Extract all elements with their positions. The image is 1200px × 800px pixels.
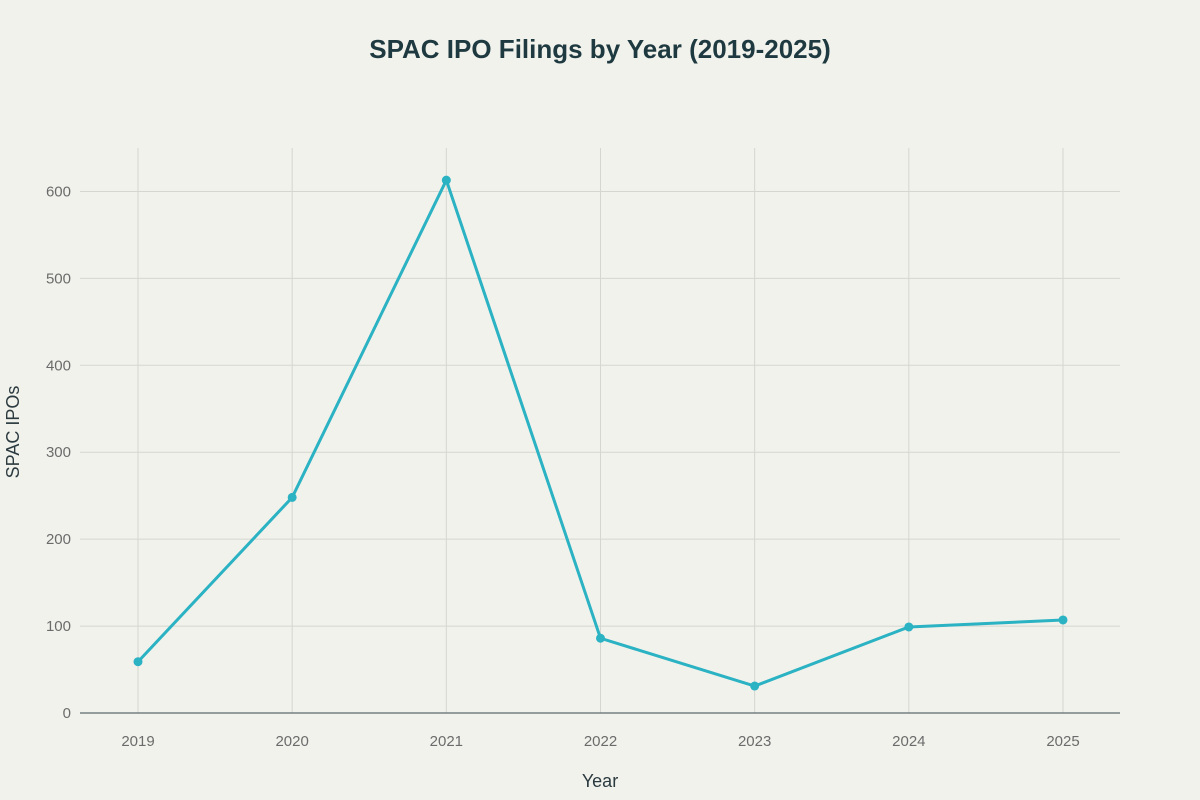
y-tick-label: 400 (46, 357, 71, 374)
x-tick-label: 2019 (121, 733, 154, 750)
data-point (287, 492, 297, 502)
x-tick-label: 2020 (275, 733, 308, 750)
x-axis-title: Year (582, 771, 618, 791)
y-tick-label: 300 (46, 444, 71, 461)
data-point (904, 622, 914, 632)
series-layer (133, 175, 1068, 691)
x-tick-label: 2024 (892, 733, 925, 750)
data-point (133, 657, 143, 667)
y-tick-label: 0 (63, 705, 71, 722)
data-point (750, 681, 760, 691)
y-tick-label: 100 (46, 618, 71, 635)
x-tick-label: 2021 (430, 733, 463, 750)
y-tick-label: 200 (46, 531, 71, 548)
data-point (1058, 615, 1068, 625)
x-tick-label: 2025 (1046, 733, 1079, 750)
chart-title: SPAC IPO Filings by Year (2019-2025) (369, 34, 830, 64)
y-tick-label: 600 (46, 183, 71, 200)
axes: 0 100 200 300 400 500 600 2019 2020 2021 2022 2023 2… (46, 183, 1120, 750)
data-point (596, 633, 605, 643)
x-tick-label: 2022 (584, 733, 617, 750)
data-point (441, 175, 451, 185)
y-tick-label: 500 (46, 270, 71, 287)
grid-lines (80, 148, 1120, 713)
y-axis-title: SPAC IPOs (3, 386, 23, 479)
x-tick-label: 2023 (738, 733, 771, 750)
